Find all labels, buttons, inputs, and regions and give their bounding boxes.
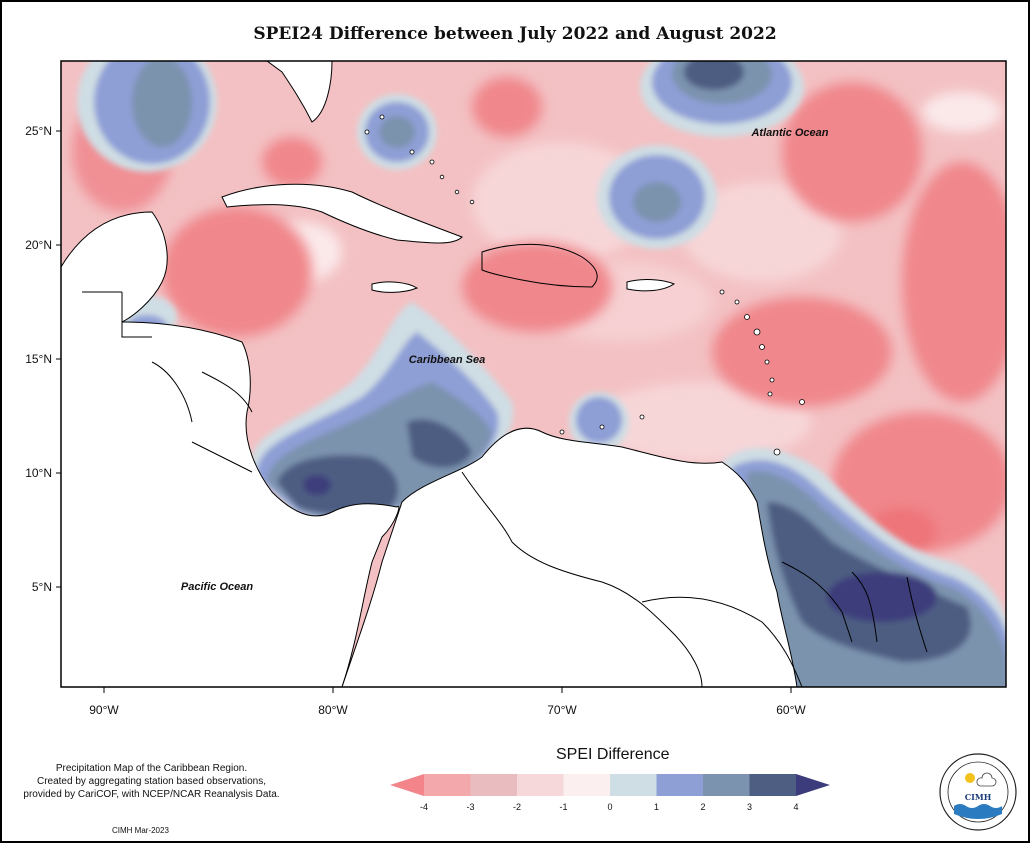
legend-tick-label: 3	[747, 802, 752, 812]
land-puerto-rico	[626, 279, 676, 292]
land-hispaniola	[481, 243, 598, 288]
legend-tick-label: -4	[420, 802, 428, 812]
credits-line: provided by CariCOF, with NCEP/NCAR Rean…	[23, 789, 280, 800]
map-border	[60, 60, 1007, 688]
color-legend: -4 -3 -2 -1 0 1 2 3 4	[390, 774, 830, 812]
legend-swatch	[656, 774, 704, 796]
land-jamaica	[371, 281, 419, 293]
lon-tick-label: 70°W	[547, 703, 577, 717]
legend-swatches	[390, 774, 830, 796]
waves-icon	[954, 804, 1002, 819]
legend-swatch	[563, 774, 611, 796]
legend-swatch	[610, 774, 657, 796]
sun-icon	[965, 773, 975, 783]
legend-swatch	[470, 774, 518, 796]
pacific-ocean-label: Pacific Ocean	[181, 581, 253, 593]
credits-text: Precipitation Map of the Caribbean Regio…	[14, 762, 289, 801]
longitude-tick-marks	[103, 687, 792, 693]
legend-arrow-low	[390, 774, 424, 796]
legend-tick-label: 2	[700, 802, 705, 812]
country-borders	[82, 291, 928, 687]
cimh-logo: CIMH	[939, 753, 1017, 831]
credits-line: Precipitation Map of the Caribbean Regio…	[55, 763, 248, 774]
map-title: SPEI24 Difference between July 2022 and …	[253, 24, 777, 44]
spei-field	[61, 61, 1006, 687]
legend-title-text: SPEI Difference	[556, 746, 670, 763]
lat-tick-label: 20°N	[25, 238, 52, 252]
atlantic-ocean-label: Atlantic Ocean	[750, 127, 828, 139]
logo-name: CIMH	[965, 792, 992, 802]
lat-tick-label: 25°N	[25, 124, 52, 138]
legend-arrow-high	[796, 774, 830, 796]
land-masses	[61, 61, 798, 687]
lon-tick-label: 60°W	[776, 703, 806, 717]
legend-tick-label: -3	[466, 802, 474, 812]
legend-tick-label: 4	[793, 802, 798, 812]
land-cuba	[221, 183, 463, 244]
credits-line: Created by aggregating station based obs…	[36, 776, 267, 787]
legend-swatch	[517, 774, 564, 796]
lat-tick-label: 5°N	[32, 580, 52, 594]
land-central-america	[61, 211, 400, 687]
caribbean-sea-label: Caribbean Sea	[409, 354, 485, 366]
lat-tick-label: 10°N	[25, 466, 52, 480]
legend-tick-label: 1	[654, 802, 659, 812]
latitude-tick-marks	[56, 130, 61, 588]
legend-tick-label: 0	[607, 802, 612, 812]
legend-swatch	[749, 774, 797, 796]
legend-labels: -4 -3 -2 -1 0 1 2 3 4	[420, 802, 799, 812]
positive-anomaly-zones	[77, 61, 1006, 687]
legend-tick-label: -2	[513, 802, 521, 812]
lon-tick-label: 80°W	[318, 703, 348, 717]
lat-tick-label: 15°N	[25, 352, 52, 366]
cloud-icon	[976, 772, 997, 787]
legend-swatch	[424, 774, 471, 796]
lon-tick-label: 90°W	[89, 703, 119, 717]
small-islands	[364, 114, 805, 456]
legend-tick-label: -1	[559, 802, 567, 812]
issued-label: CIMH Mar-2023	[112, 826, 169, 835]
legend-title: SPEI Difference	[472, 746, 772, 764]
legend-swatch	[703, 774, 750, 796]
land-florida	[266, 61, 333, 123]
